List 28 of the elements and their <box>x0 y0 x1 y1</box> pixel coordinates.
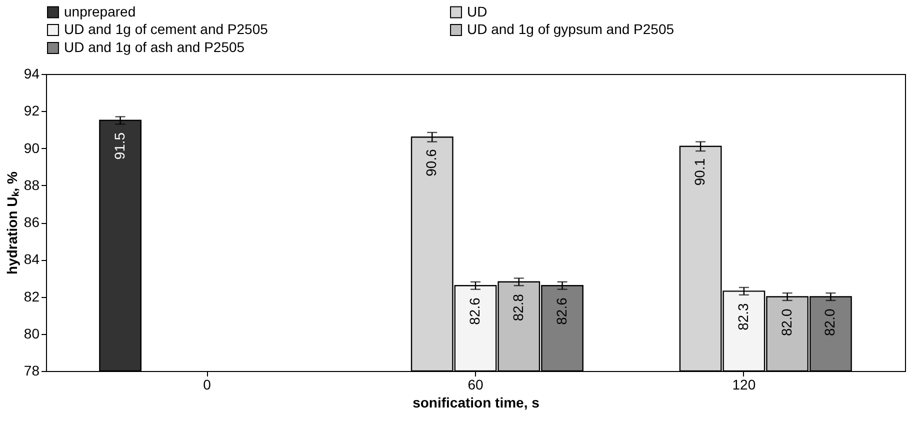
y-tick-label: 80 <box>24 325 40 342</box>
data-label: 91.5 <box>111 132 128 160</box>
data-label: 82.3 <box>734 302 751 330</box>
y-tick-label: 90 <box>24 140 40 156</box>
x-tick-label: 60 <box>468 376 484 392</box>
data-label: 82.8 <box>510 294 526 322</box>
data-label: 82.0 <box>778 308 794 336</box>
x-tick-label: 0 <box>203 376 212 392</box>
data-label: 82.6 <box>553 297 570 325</box>
y-tick-label: 86 <box>24 214 40 230</box>
y-tick-label: 84 <box>24 251 40 268</box>
legend-label: UD and 1g of ash and P2505 <box>64 39 245 55</box>
y-tick-label: 82 <box>24 288 40 304</box>
data-label: 82.0 <box>822 308 838 336</box>
data-label: 90.6 <box>423 148 440 176</box>
y-tick-label: 88 <box>24 176 40 193</box>
y-axis-title: hydration Uₖ, % <box>4 170 20 275</box>
x-tick-label: 120 <box>732 376 756 392</box>
data-label: 82.6 <box>466 297 482 325</box>
y-tick-label: 78 <box>24 362 40 378</box>
y-tick-label: 94 <box>24 66 40 82</box>
data-label: 90.1 <box>692 158 708 186</box>
x-axis-title: sonification time, s <box>412 394 540 410</box>
legend-label: UD and 1g of cement and P2505 <box>64 21 268 37</box>
legend-label: unprepared <box>64 3 136 20</box>
legend-label: UD and 1g of gypsum and P2505 <box>467 21 674 37</box>
legend-label: UD <box>467 3 488 20</box>
y-tick-label: 92 <box>24 102 40 119</box>
